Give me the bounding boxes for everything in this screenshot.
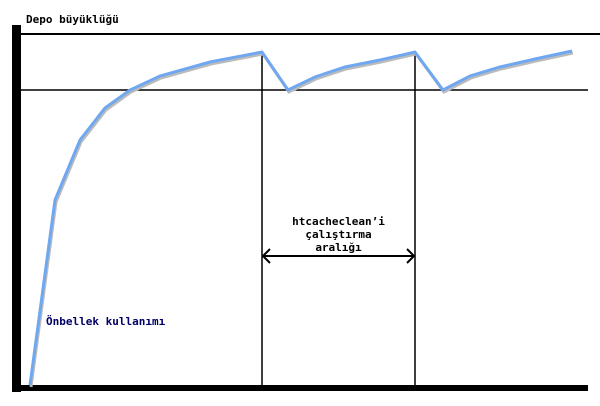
interval-label: htcacheclean’i çalıştırma aralığı <box>262 215 415 254</box>
interval-label-line: çalıştırma <box>305 228 372 241</box>
y-axis-label: Depo büyüklüğü <box>26 13 119 26</box>
x-axis <box>12 385 588 391</box>
curve-shadow <box>29 51 574 388</box>
interval-label-line: aralığı <box>315 241 362 254</box>
curve-label: Önbellek kullanımı <box>46 315 166 328</box>
interval-arrow <box>261 248 416 264</box>
interval-label-line: htcacheclean’i <box>292 215 385 228</box>
y-axis <box>12 25 21 392</box>
cache-usage-curve <box>28 49 573 386</box>
